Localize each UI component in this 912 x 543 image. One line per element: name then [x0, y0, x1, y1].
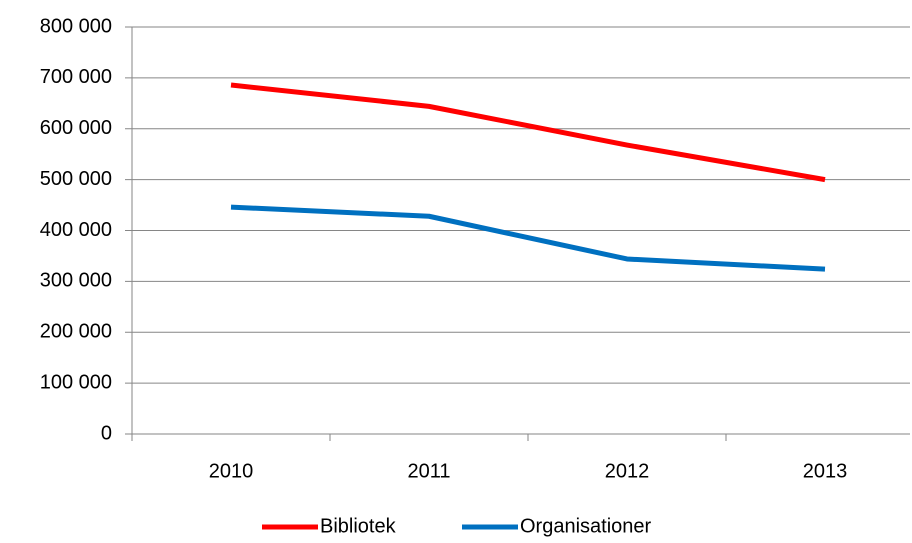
y-tick-label: 300 000 — [40, 270, 112, 292]
x-tick-label: 2013 — [803, 460, 848, 482]
y-tick-label: 800 000 — [40, 15, 112, 37]
line-series — [230, 82, 826, 183]
y-tick-label: 600 000 — [40, 117, 112, 139]
y-tick-label: 0 — [101, 422, 112, 444]
y-tick-label: 400 000 — [40, 219, 112, 241]
line-series — [230, 204, 826, 272]
y-tick-label: 100 000 — [40, 371, 112, 393]
x-tick-label: 2010 — [209, 460, 254, 482]
legend-label: Organisationer — [520, 515, 652, 537]
y-tick-label: 200 000 — [40, 321, 112, 343]
x-tick-label: 2012 — [605, 460, 650, 482]
legend-label: Bibliotek — [320, 515, 397, 537]
y-tick-label: 700 000 — [40, 66, 112, 88]
x-tick-label: 2011 — [407, 460, 450, 482]
y-tick-label: 500 000 — [40, 168, 112, 190]
